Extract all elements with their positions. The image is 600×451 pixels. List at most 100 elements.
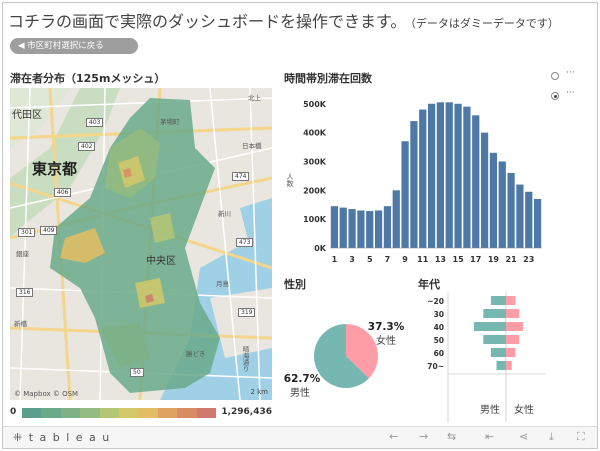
y-tick-label: 200K <box>303 186 327 195</box>
hour-bar[interactable] <box>330 206 339 248</box>
male-age-bar[interactable] <box>473 322 506 331</box>
pie-label-pct: 62.7% <box>284 373 321 385</box>
hour-bar[interactable] <box>419 109 427 249</box>
route-marker: 316 <box>16 288 34 297</box>
hour-bar[interactable] <box>357 210 365 249</box>
hour-bar[interactable] <box>427 103 436 249</box>
x-tick-label: 5 <box>367 255 373 264</box>
hour-bar[interactable] <box>436 102 445 248</box>
age-category-label: 60 <box>434 349 444 358</box>
hour-bar[interactable] <box>401 141 409 248</box>
y-tick-label: 100K <box>303 215 327 224</box>
female-age-bar[interactable] <box>506 296 516 305</box>
x-tick-label: 1 <box>332 255 338 264</box>
age-bar-chart[interactable]: ~20 30 40 50 60 70~ 男性 女性 <box>418 290 548 422</box>
hour-bar[interactable] <box>374 210 383 249</box>
y-tick-label: 0K <box>314 244 327 253</box>
female-age-bar[interactable] <box>506 322 523 331</box>
redo-icon[interactable]: → <box>419 430 429 443</box>
download-icon[interactable]: ⤓ <box>549 430 554 443</box>
radio-option-2[interactable] <box>551 92 559 100</box>
hour-bar[interactable] <box>383 206 392 248</box>
headline-title: コチラの画面で実際のダッシュボードを操作できます。 <box>8 12 407 31</box>
age-category-label: 30 <box>434 310 444 319</box>
x-tick-label: 3 <box>349 255 355 264</box>
undo-icon[interactable]: ← <box>389 430 399 443</box>
revert-icon[interactable]: ⇆ <box>447 430 457 443</box>
female-age-bar[interactable] <box>506 361 512 370</box>
female-age-bar[interactable] <box>506 348 516 357</box>
legend-swatch <box>22 408 42 418</box>
legend-swatch <box>80 408 100 418</box>
gender-pie-chart[interactable]: 37.3%女性 62.7%男性 <box>282 292 412 404</box>
legend-max: 1,296,436 <box>221 407 272 417</box>
pie-label-pct: 37.3% <box>368 321 405 333</box>
hour-bar[interactable] <box>366 211 374 248</box>
hour-bar[interactable] <box>525 191 533 248</box>
fullscreen-icon[interactable]: ⛶ <box>577 430 585 443</box>
route-marker: 403 <box>86 118 104 127</box>
legend-swatch <box>196 408 217 418</box>
hour-bar[interactable] <box>533 198 542 248</box>
map-label-chiyoda: 代田区 <box>12 110 42 121</box>
more-options-icon[interactable]: ··· <box>566 68 575 78</box>
female-column-label: 女性 <box>514 403 534 416</box>
radio-option-1[interactable] <box>551 72 559 80</box>
x-tick-label: 17 <box>470 255 481 264</box>
hour-bar[interactable] <box>480 132 489 248</box>
age-category-label: 40 <box>434 323 444 332</box>
hour-bar[interactable] <box>348 209 356 248</box>
age-category-label: ~20 <box>427 297 444 306</box>
map-label-harumi: 晴海通り <box>241 346 249 372</box>
x-tick-label: 15 <box>453 255 465 264</box>
legend-min: 0 <box>10 407 17 417</box>
male-column-label: 男性 <box>480 403 500 416</box>
hour-bar[interactable] <box>445 102 453 248</box>
hour-bar[interactable] <box>410 121 418 248</box>
hour-bar[interactable] <box>489 152 498 248</box>
map-attribution[interactable]: © Mapbox © OSM <box>14 390 79 398</box>
pie-slice[interactable] <box>314 324 369 388</box>
map-label-kachidoki: 勝どき <box>186 350 206 358</box>
map-label-chuo: 中央区 <box>146 256 176 267</box>
map-label-tokyo: 東京都 <box>32 160 78 178</box>
pie-slice[interactable] <box>346 324 378 379</box>
pie-label-name: 女性 <box>376 334 396 347</box>
hour-bar[interactable] <box>392 190 400 248</box>
hour-bar[interactable] <box>507 173 515 248</box>
density-map[interactable]: 東京都 代田区 中央区 晴海通り 北上 日本橋 新川 月島 勝どき 銀座 新橋 … <box>10 88 272 400</box>
route-marker: 402 <box>78 142 96 151</box>
hour-bar[interactable] <box>339 207 347 248</box>
map-label-tsukishima: 月島 <box>216 280 229 288</box>
x-tick-label: 23 <box>523 255 534 264</box>
route-marker: 474 <box>232 172 250 181</box>
back-to-city-select-button[interactable]: ◀ 市区町村選択に戻る <box>10 38 138 54</box>
male-age-bar[interactable] <box>496 361 506 370</box>
age-category-label: 50 <box>434 336 444 345</box>
hour-bar[interactable] <box>454 103 462 249</box>
headline-note: （データはダミーデータです） <box>410 17 559 30</box>
hour-bar[interactable] <box>472 115 480 248</box>
color-legend: 0 1,296,436 <box>10 405 272 421</box>
y-tick-label: 400K <box>303 129 327 138</box>
male-age-bar[interactable] <box>490 348 506 357</box>
route-marker: 319 <box>238 308 256 317</box>
reset-icon[interactable]: ⇤ <box>485 430 495 443</box>
more-options-icon[interactable]: ··· <box>566 88 575 98</box>
male-age-bar[interactable] <box>490 296 506 305</box>
female-age-bar[interactable] <box>506 309 520 318</box>
tableau-logo[interactable]: ⁜ t a b l e a u <box>13 431 111 444</box>
hour-bar[interactable] <box>498 161 506 248</box>
hour-bar[interactable] <box>516 184 524 248</box>
male-age-bar[interactable] <box>483 309 506 318</box>
share-icon[interactable]: ⋖ <box>519 430 529 443</box>
male-age-bar[interactable] <box>483 335 506 344</box>
female-age-bar[interactable] <box>506 335 520 344</box>
map-label-kayaba: 茅場町 <box>160 118 180 126</box>
legend-swatch <box>99 408 120 418</box>
legend-swatch <box>177 408 197 418</box>
hour-bar[interactable] <box>463 106 471 249</box>
y-tick-label: 300K <box>303 157 327 166</box>
